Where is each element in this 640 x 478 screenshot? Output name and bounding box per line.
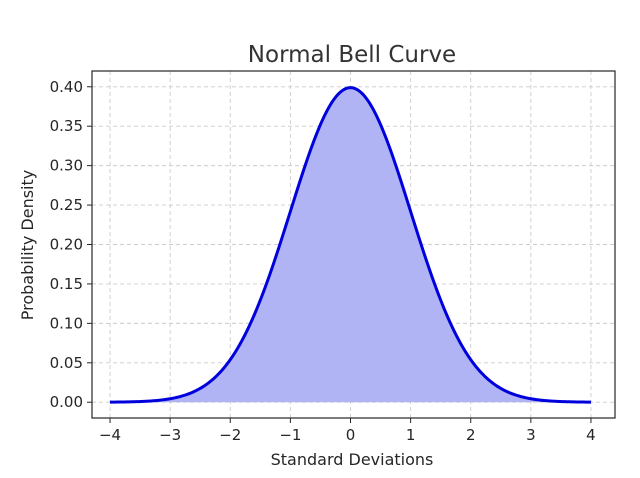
series-line: [110, 86, 591, 404]
x-axis-label: Standard Deviations: [271, 450, 434, 469]
y-tick-label: 0.25: [50, 196, 83, 214]
y-tick-label: 0.15: [50, 275, 83, 293]
x-tick-label: 0: [346, 426, 356, 444]
x-tick-label: −4: [99, 426, 121, 444]
x-tick-label: 1: [406, 426, 416, 444]
series-points: [110, 87, 591, 403]
y-axis: 0.00 0.05 0.10 0.15 0.20 0.25 0.30 0.35 0.40: [50, 78, 92, 411]
x-tick-label: −2: [219, 426, 241, 444]
x-tick-label: 2: [466, 426, 476, 444]
series-area-fill: [110, 87, 591, 403]
y-tick-label: 0.40: [50, 78, 83, 96]
y-tick-label: 0.00: [50, 393, 83, 411]
x-tick-label: −3: [159, 426, 181, 444]
y-tick-label: 0.05: [50, 354, 83, 372]
x-tick-label: 4: [586, 426, 596, 444]
y-tick-label: 0.30: [50, 157, 83, 175]
chart-title: Normal Bell Curve: [248, 42, 456, 68]
y-tick-label: 0.20: [50, 236, 83, 254]
y-tick-label: 0.35: [50, 117, 83, 135]
x-tick-label: −1: [279, 426, 301, 444]
y-axis-label: Probability Density: [18, 170, 37, 321]
x-tick-label: 3: [526, 426, 536, 444]
y-tick-label: 0.10: [50, 314, 83, 332]
x-axis: −4 −3 −2 −1 0 1 2 3 4: [99, 418, 596, 444]
